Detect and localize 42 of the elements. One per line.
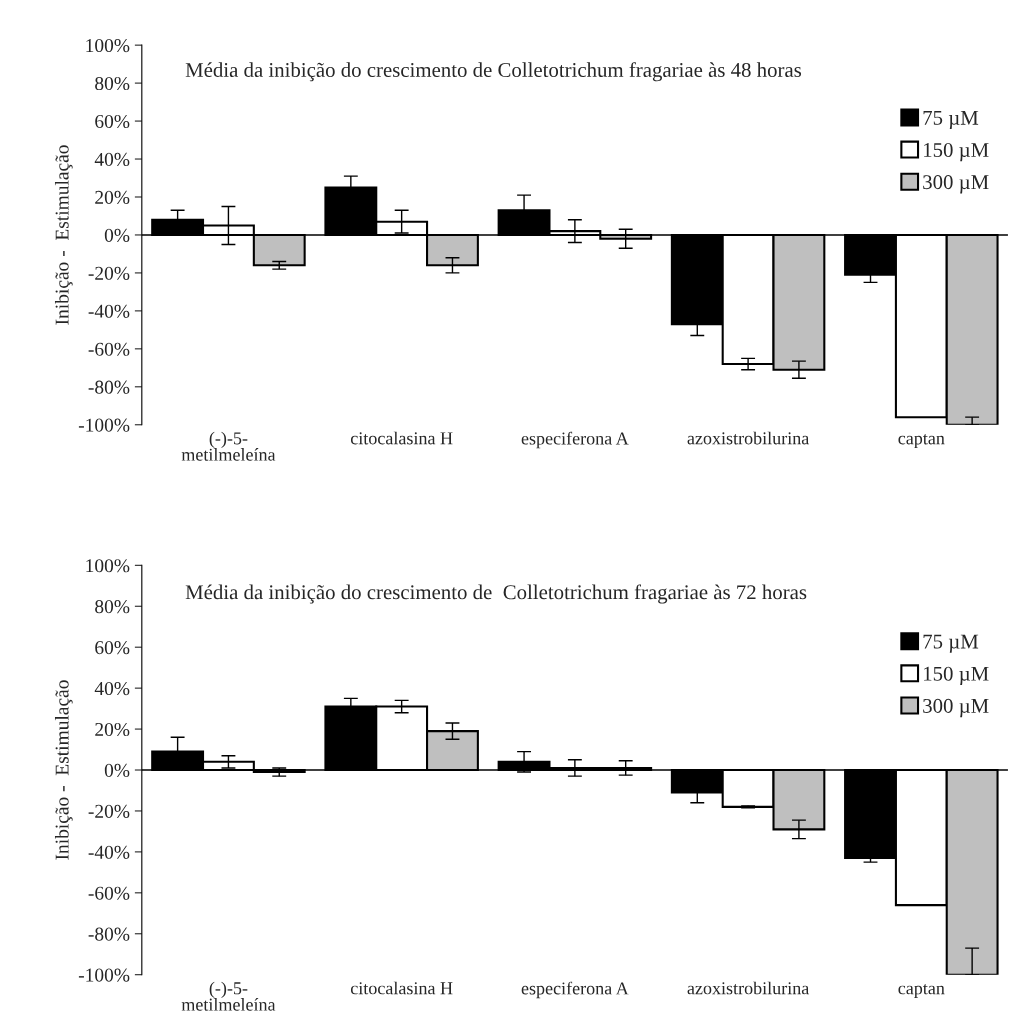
y-tick-label: 100% bbox=[86, 38, 130, 53]
y-tick-label: 40% bbox=[94, 152, 130, 167]
y-tick-label: -80% bbox=[88, 380, 130, 394]
y-tick-label: 0% bbox=[104, 228, 130, 242]
y-axis-title: Inibição - Estimulação bbox=[54, 680, 73, 860]
y-tick-label: -100% bbox=[78, 418, 130, 432]
legend-label: 300 µM bbox=[923, 175, 989, 194]
y-tick-label: -60% bbox=[88, 886, 130, 900]
legend-label: 150 µM bbox=[924, 142, 989, 162]
x-tick-label: especiferona A bbox=[521, 431, 629, 449]
text: Média da inibição do crescimento de Colletotrichum fragariae às 72 horas bbox=[185, 584, 807, 604]
y-tick-label: -40% bbox=[88, 845, 130, 859]
y-tick-label: 0% bbox=[104, 763, 130, 778]
y-tick-label: -20% bbox=[88, 266, 130, 280]
text: Média da inibição do crescimento de Colletotrichum fragariae às 48 horas bbox=[185, 62, 802, 82]
x-tick-label: captan bbox=[898, 984, 945, 999]
x-tick-label: captan bbox=[898, 434, 945, 449]
y-tick-label: -60% bbox=[88, 342, 130, 356]
x-tick-label: azoxistrobilurina bbox=[687, 981, 810, 995]
y-tick-label: -100% bbox=[78, 968, 130, 982]
y-tick-label: -80% bbox=[88, 927, 130, 941]
x-tick-label: azoxistrobilurina bbox=[687, 431, 810, 445]
y-tick-label: 40% bbox=[94, 681, 130, 696]
x-tick-label: citocalasina H bbox=[350, 431, 453, 445]
y-tick-label: 20% bbox=[95, 190, 130, 204]
legend-label: 75 µM bbox=[923, 111, 979, 130]
y-tick-label: 80% bbox=[95, 76, 130, 91]
y-tick-label: 80% bbox=[95, 600, 130, 614]
x-tick-label: (-)-5- metilmeleína bbox=[181, 431, 276, 461]
y-tick-label: 100% bbox=[86, 559, 130, 573]
x-tick-label: citocalasina H bbox=[350, 981, 453, 995]
legend-label: 150 µM bbox=[924, 666, 989, 685]
legend-label: 300 µM bbox=[923, 698, 989, 718]
x-tick-label: especiferona A bbox=[521, 981, 629, 999]
y-tick-label: -20% bbox=[88, 804, 130, 818]
y-tick-label: 60% bbox=[95, 114, 130, 129]
x-tick-label: (-)-5- metilmeleína bbox=[181, 981, 276, 1011]
y-tick-label: 20% bbox=[95, 722, 130, 737]
y-axis-title: Inibição - Estimulação bbox=[54, 145, 73, 325]
y-tick-label: -40% bbox=[88, 304, 130, 318]
y-tick-label: 60% bbox=[95, 641, 130, 655]
legend-label: 75 µM bbox=[923, 634, 979, 653]
